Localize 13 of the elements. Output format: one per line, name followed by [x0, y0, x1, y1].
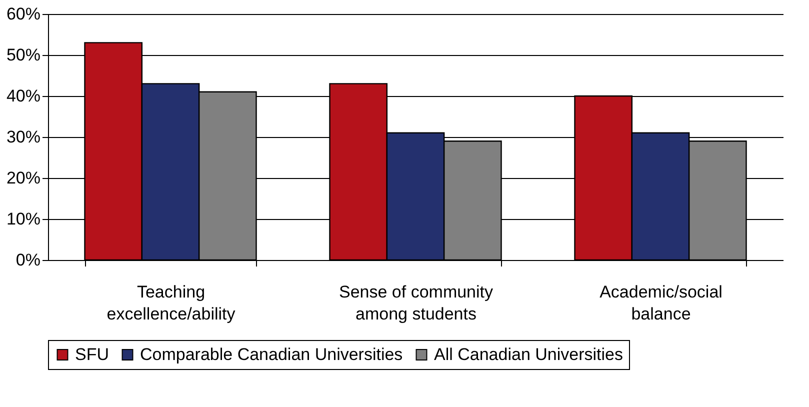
y-tick-label: 60%	[6, 4, 40, 24]
y-tick-label: 20%	[6, 168, 40, 188]
y-tick-label: 10%	[6, 210, 40, 228]
legend-label: Comparable Canadian Universities	[140, 344, 403, 364]
y-tick-label: 0%	[16, 250, 40, 270]
x-tick-label: Sense of community among students	[338, 282, 494, 324]
legend-label: All Canadian Universities	[434, 344, 623, 364]
x-tick-label: Academic/social balance	[600, 282, 722, 324]
y-tick-label: 50%	[6, 46, 40, 64]
legend-label: SFU	[75, 344, 109, 364]
y-tick-label: 30%	[6, 128, 40, 146]
x-tick-label: Teaching excellence/ability	[106, 282, 236, 324]
y-tick-label: 40%	[6, 86, 40, 106]
